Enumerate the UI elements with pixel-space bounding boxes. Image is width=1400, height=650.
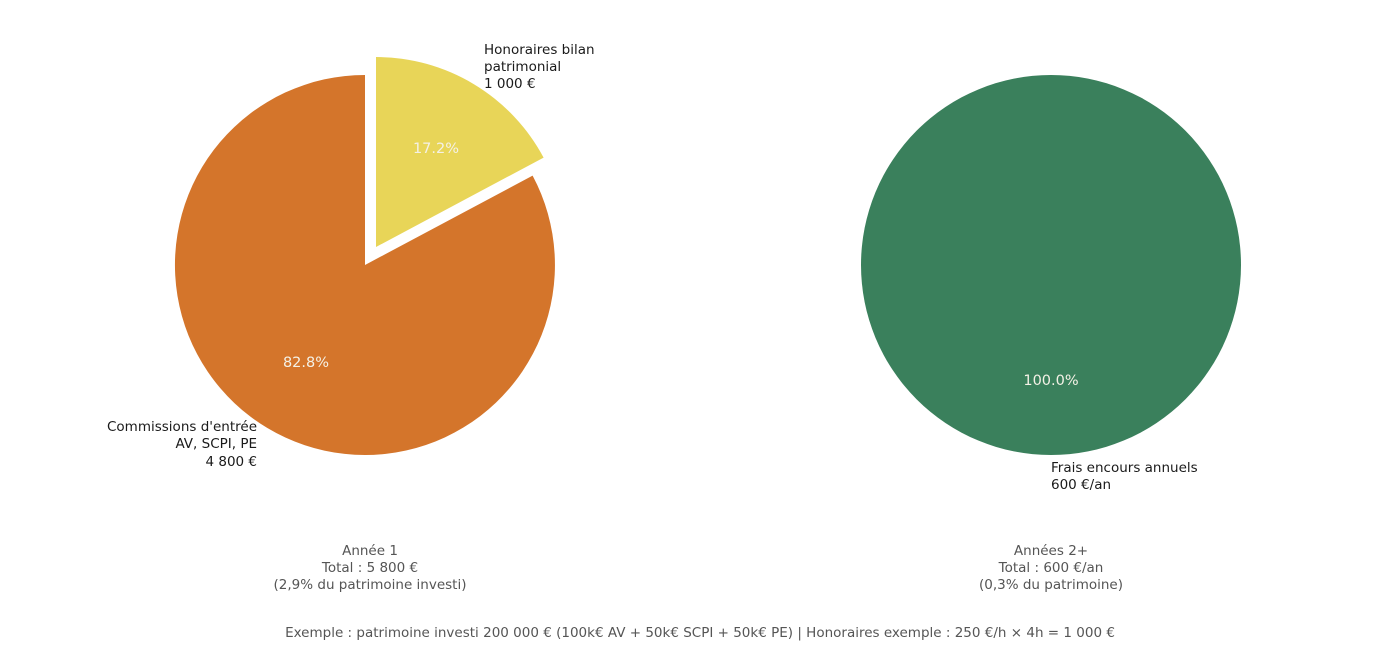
slice-label-honoraires-line2: patrimonial [484, 59, 561, 75]
pct-label-honoraires: 17.2% [413, 141, 459, 157]
pie-chart-annees-2: 100.0% Frais encours annuels 600 €/an An… [861, 75, 1241, 593]
slice-commissions [174, 75, 555, 455]
caption-annees-2-total: Total : 600 €/an [998, 560, 1104, 576]
pct-label-commissions: 82.8% [283, 355, 329, 371]
footer-note: Exemple : patrimoine investi 200 000 € (… [285, 625, 1115, 641]
slice-label-honoraires-line1: Honoraires bilan [484, 42, 595, 58]
caption-annee-1-share: (2,9% du patrimoine investi) [274, 577, 467, 593]
slice-label-commissions-line2: AV, SCPI, PE [175, 436, 257, 452]
slice-frais-encours [861, 75, 1241, 455]
caption-annee-1-total: Total : 5 800 € [321, 560, 418, 576]
slice-label-frais-line1: Frais encours annuels [1051, 460, 1198, 476]
caption-annees-2-share: (0,3% du patrimoine) [979, 577, 1123, 593]
slice-label-frais-value: 600 €/an [1051, 477, 1111, 493]
caption-annee-1-title: Année 1 [342, 543, 398, 559]
pct-label-frais: 100.0% [1023, 373, 1078, 389]
slice-label-honoraires-value: 1 000 € [484, 76, 536, 92]
caption-annees-2-title: Années 2+ [1014, 543, 1088, 559]
slice-label-commissions-line1: Commissions d'entrée [107, 419, 257, 435]
slice-label-commissions-value: 4 800 € [205, 454, 257, 470]
pie-chart-annee-1: 17.2% 82.8% Honoraires bilan patrimonial… [107, 42, 595, 593]
slice-honoraires [376, 57, 544, 247]
